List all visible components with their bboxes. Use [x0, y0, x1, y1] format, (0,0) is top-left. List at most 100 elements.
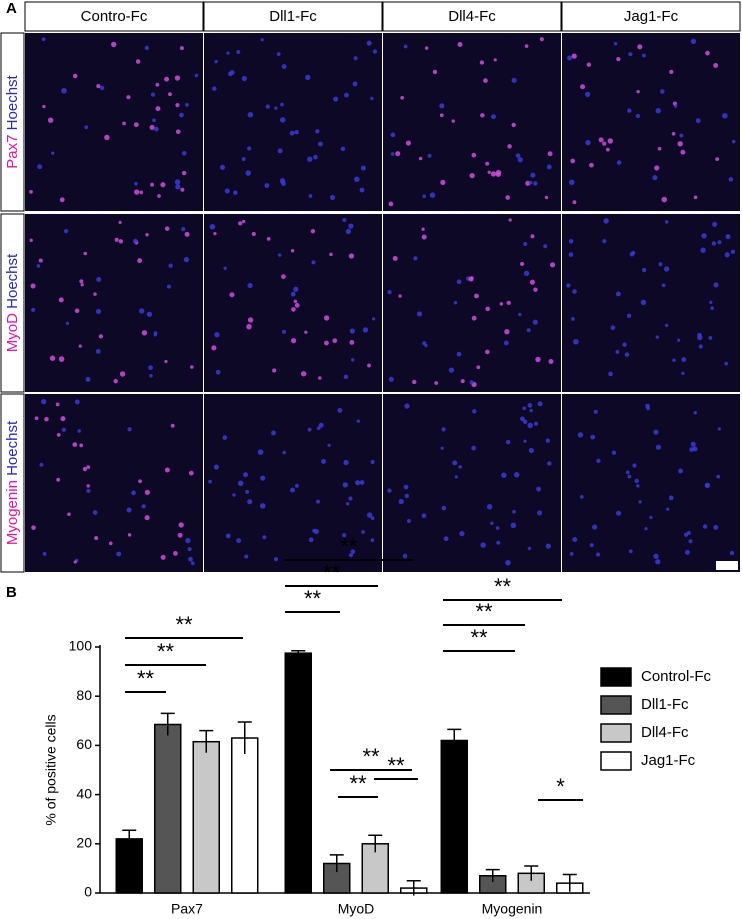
cell [277, 148, 283, 154]
cell [139, 308, 145, 314]
cell [118, 220, 122, 225]
cell [504, 329, 510, 335]
cell [485, 161, 490, 166]
cell [665, 507, 670, 511]
cell [213, 464, 219, 470]
cell [709, 300, 713, 304]
cell [652, 175, 658, 181]
cell [184, 231, 190, 237]
cell [602, 141, 607, 146]
cell [636, 484, 640, 488]
cell [113, 378, 118, 384]
micrograph [204, 214, 382, 392]
micrograph [204, 394, 382, 572]
cell [164, 359, 168, 364]
cell [529, 408, 533, 413]
cell [400, 95, 404, 100]
bar [231, 737, 259, 894]
marker-name: MyoD [4, 313, 21, 352]
cell [634, 478, 639, 484]
cell [177, 532, 183, 538]
cell [486, 503, 493, 510]
cell [495, 171, 501, 178]
cell [513, 472, 520, 478]
cell [209, 223, 216, 230]
cell [572, 536, 578, 543]
cell [695, 118, 701, 124]
cell [127, 427, 132, 432]
cell [164, 467, 170, 473]
column-header: Jag1-Fc [624, 8, 679, 25]
cell [390, 152, 395, 156]
cell [359, 187, 365, 193]
cell [590, 434, 596, 440]
cell [731, 139, 736, 144]
cell [708, 335, 713, 340]
cell [468, 276, 474, 282]
cell [519, 261, 525, 267]
cell [152, 118, 156, 123]
cell [544, 195, 549, 200]
cell [72, 73, 78, 79]
cell [533, 181, 538, 186]
cell [529, 279, 535, 285]
cell [139, 190, 144, 195]
cell [474, 293, 479, 299]
cell [352, 81, 358, 87]
stain-name: Hoechst [4, 420, 21, 476]
cell [51, 151, 55, 155]
row-header: Myogenin Hoechst [4, 420, 21, 545]
column-header: Dll4-Fc [448, 8, 496, 25]
significance-label: ** [349, 771, 367, 796]
cell [593, 409, 598, 414]
cell [711, 241, 717, 246]
cell [39, 462, 44, 467]
cell [632, 463, 637, 468]
cell [281, 64, 287, 69]
cell [660, 89, 665, 94]
cell [616, 57, 621, 62]
micrograph [383, 394, 561, 572]
cell [485, 349, 490, 355]
error-bar [524, 865, 539, 881]
cell [605, 147, 610, 152]
cell [668, 495, 674, 501]
legend-swatch [600, 751, 632, 771]
cell [577, 432, 584, 438]
marker-name: Myogenin [4, 480, 21, 545]
column-header-box [382, 1, 562, 32]
cell [507, 144, 512, 149]
cell [350, 358, 355, 362]
cell [570, 158, 576, 164]
cell [153, 126, 159, 132]
cell [174, 179, 181, 185]
cell [705, 50, 710, 56]
cell [598, 137, 604, 143]
cell [95, 348, 101, 354]
panel-label: A [6, 0, 17, 17]
cell [646, 406, 650, 411]
cell [585, 139, 591, 146]
micrograph [25, 33, 203, 211]
cell [441, 427, 446, 432]
cell [693, 195, 698, 200]
error-bar [122, 829, 137, 848]
cell [181, 150, 187, 156]
significance-label: * [556, 774, 565, 799]
cell [74, 399, 80, 405]
cell [265, 104, 270, 109]
cell [690, 441, 696, 447]
cell [459, 530, 465, 537]
error-bar [291, 649, 306, 656]
significance-label: ** [475, 599, 493, 624]
cell [294, 130, 299, 135]
cell [586, 62, 592, 67]
bar [192, 740, 220, 894]
cell [238, 221, 243, 226]
cell [349, 328, 355, 334]
significance-label: ** [323, 560, 341, 585]
error-bar [562, 873, 577, 892]
cell [702, 524, 708, 529]
cell [537, 401, 543, 407]
cell [293, 286, 299, 292]
